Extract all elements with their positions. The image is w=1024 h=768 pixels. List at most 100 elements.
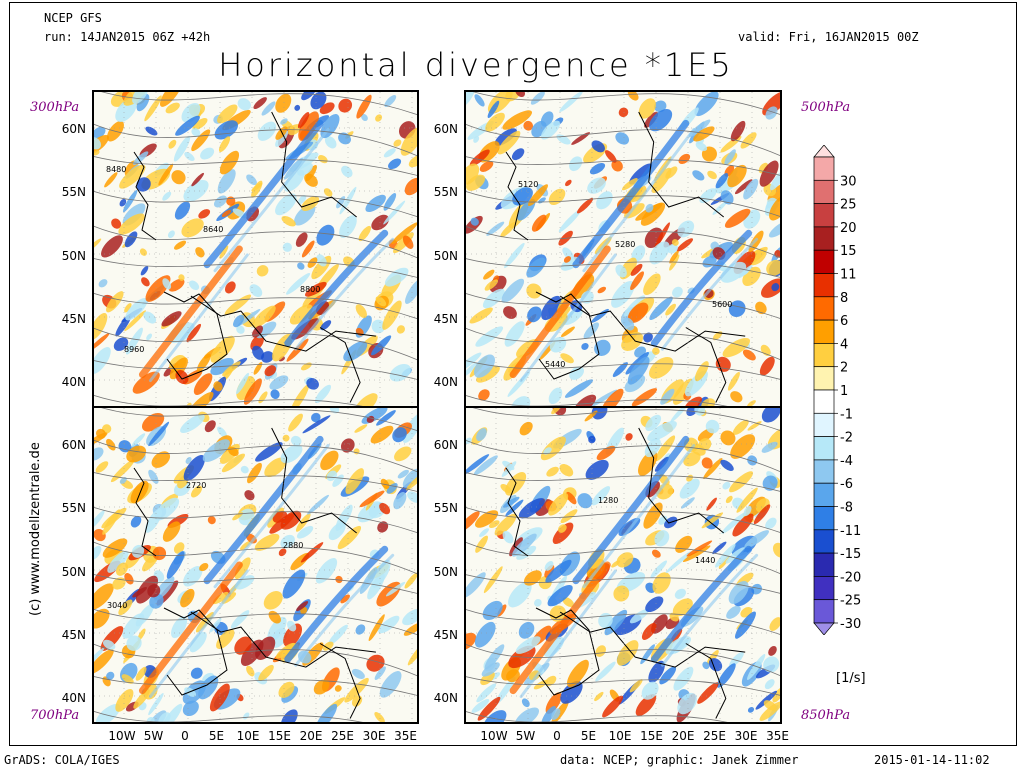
contour-label: 8800 xyxy=(300,285,320,294)
contour-label: 9120 xyxy=(221,405,241,406)
colorbar-swatch xyxy=(813,389,835,414)
lat-tick-label: 55N xyxy=(433,185,458,199)
colorbar-tick-label: 2 xyxy=(840,361,848,376)
colorbar-swatch xyxy=(813,273,835,298)
lon-tick-label: 30E xyxy=(362,729,386,743)
footer-timestamp: 2015-01-14-11:02 xyxy=(874,753,990,767)
contour-label: 5120 xyxy=(518,180,538,189)
colorbar-swatch xyxy=(813,319,835,344)
lon-tick-label: 35E xyxy=(766,729,789,743)
colorbar-tick-label: 20 xyxy=(840,221,857,236)
colorbar-swatch xyxy=(813,436,835,461)
contour-label: 5280 xyxy=(615,240,635,249)
valid-time: valid: Fri, 16JAN2015 00Z xyxy=(738,30,919,44)
lon-tick-label: 25E xyxy=(703,729,726,743)
lon-tick-label: 5W xyxy=(515,729,536,743)
colorbar-swatch xyxy=(813,296,835,321)
map-panel-850hpa: 1280 1440 xyxy=(464,406,782,724)
model-name: NCEP GFS xyxy=(44,11,102,25)
colorbar-tick-label: -6 xyxy=(840,477,853,492)
colorbar-swatch xyxy=(813,552,835,577)
lon-tick-label: 0 xyxy=(553,729,561,743)
colorbar-tick-label: -15 xyxy=(840,547,861,562)
lat-tick-label: 60N xyxy=(433,438,458,452)
lon-tick-label: 5E xyxy=(208,729,225,743)
lat-tick-label: 55N xyxy=(61,501,86,515)
colorbar-swatch xyxy=(813,576,835,601)
colorbar-tick-label: 1 xyxy=(840,384,848,399)
lon-tick-label: 15E xyxy=(268,729,291,743)
lon-tick-label: 10W xyxy=(108,729,136,743)
lon-tick-label: 35E xyxy=(394,729,417,743)
lat-tick-label: 60N xyxy=(433,122,458,136)
colorbar: 30 25 20 15 11 8 6 4 2 1 -1 -2 -4 -6 -8 -11 -15 -20 -25 -30 xyxy=(812,144,892,636)
contour-label: 8640 xyxy=(203,225,223,234)
map-panel-700hpa: 2720 2880 3040 xyxy=(92,406,419,724)
lat-tick-label: 50N xyxy=(61,565,86,579)
colorbar-unit: [1/s] xyxy=(836,671,866,686)
colorbar-tick-label: -1 xyxy=(840,407,853,422)
figure-frame xyxy=(9,2,1017,746)
colorbar-tick-label: 8 xyxy=(840,291,848,306)
colorbar-tick-label: -2 xyxy=(840,431,853,446)
lon-tick-label: 20E xyxy=(671,729,695,743)
contour-label: 2720 xyxy=(186,481,206,490)
colorbar-swatch xyxy=(813,529,835,554)
divergence-field: 8480 8640 8800 8960 9120 xyxy=(94,92,417,406)
contour-label: 5600 xyxy=(712,300,732,309)
colorbar-swatch xyxy=(813,599,835,624)
divergence-field: 2720 2880 3040 xyxy=(94,408,417,722)
lat-tick-label: 50N xyxy=(433,249,458,263)
colorbar-swatch xyxy=(813,156,835,181)
chart-title: Horizontal divergence *1E5 xyxy=(218,46,734,84)
lat-tick-label: 50N xyxy=(433,565,458,579)
level-label-300: 300hPa xyxy=(30,100,80,115)
lon-tick-label: 5W xyxy=(143,729,164,743)
colorbar-swatch xyxy=(813,179,835,204)
contour-label: 5440 xyxy=(545,360,565,369)
lon-tick-label: 20E xyxy=(299,729,323,743)
lat-tick-label: 40N xyxy=(433,691,458,705)
colorbar-swatch xyxy=(813,366,835,391)
colorbar-tick-label: 6 xyxy=(840,314,848,329)
lon-tick-label: 10W xyxy=(480,729,508,743)
colorbar-tick-label: 30 xyxy=(840,174,857,189)
lat-tick-label: 45N xyxy=(61,312,86,326)
lon-tick-label: 0 xyxy=(181,729,189,743)
footer-credits: data: NCEP; graphic: Janek Zimmer xyxy=(560,753,799,767)
level-label-850: 850hPa xyxy=(801,708,851,723)
contour-label: 8480 xyxy=(106,165,126,174)
lat-tick-label: 60N xyxy=(61,122,86,136)
colorbar-tick-label: 15 xyxy=(840,244,857,259)
level-label-700: 700hPa xyxy=(30,708,80,723)
contour-label: 1280 xyxy=(598,496,618,505)
lat-tick-label: 55N xyxy=(61,185,86,199)
level-label-500: 500hPa xyxy=(801,100,851,115)
lat-tick-label: 45N xyxy=(433,628,458,642)
colorbar-swatch xyxy=(813,343,835,368)
map-panel-300hpa: 8480 8640 8800 8960 9120 xyxy=(92,90,419,408)
map-panel-500hpa: 5120 5280 5600 5440 xyxy=(464,90,782,408)
copyright-side-text: (c) www.modellzentrale.de xyxy=(28,442,43,616)
lon-tick-label: 25E xyxy=(331,729,354,743)
colorbar-tick-label: -25 xyxy=(840,594,861,609)
footer-software: GrADS: COLA/IGES xyxy=(4,753,120,767)
colorbar-swatch xyxy=(813,506,835,531)
colorbar-tick-label: 11 xyxy=(840,268,857,283)
divergence-field: 5120 5280 5600 5440 xyxy=(466,92,780,406)
colorbar-tick-label: 25 xyxy=(840,198,857,213)
colorbar-tick-label: -30 xyxy=(840,617,861,632)
lat-tick-label: 45N xyxy=(61,628,86,642)
lon-tick-label: 10E xyxy=(608,729,632,743)
colorbar-tick-label: -11 xyxy=(840,524,861,539)
colorbar-swatch xyxy=(813,459,835,484)
lat-tick-label: 55N xyxy=(433,501,458,515)
colorbar-tick-label: -8 xyxy=(840,501,853,516)
lon-tick-label: 10E xyxy=(236,729,260,743)
divergence-field: 1280 1440 xyxy=(466,408,780,722)
colorbar-swatch xyxy=(813,482,835,507)
lat-tick-label: 40N xyxy=(433,375,458,389)
lat-tick-label: 40N xyxy=(61,691,86,705)
lat-tick-label: 40N xyxy=(61,375,86,389)
colorbar-tick-label: -4 xyxy=(840,454,853,469)
